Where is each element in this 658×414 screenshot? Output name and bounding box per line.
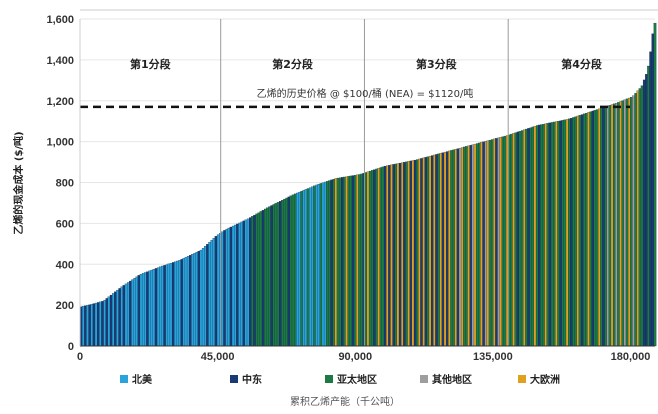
x-tick-label: 0 [77, 351, 83, 363]
y-tick-label: 400 [56, 259, 74, 271]
y-axis-title: 乙烯的现金成本 ($/吨) [12, 131, 25, 234]
reference-line-label: 乙烯的历史价格 @ $100/桶 (NEA) = $1120/吨 [257, 87, 474, 100]
y-tick-label: 1,400 [46, 55, 74, 67]
y-tick-label: 0 [68, 341, 74, 353]
y-tick-label: 200 [56, 300, 74, 312]
y-tick-label: 600 [56, 218, 74, 230]
legend: 北美 中东 亚太地区 其他地区 大欧洲 [120, 373, 560, 386]
cost-bar [653, 22, 657, 347]
legend-swatch [230, 375, 238, 383]
legend-swatch [420, 375, 428, 383]
y-tick-label: 1,000 [46, 137, 74, 149]
segment-label: 第1分段 [130, 57, 171, 71]
legend-label: 北美 [132, 373, 153, 386]
x-tick-label: 135,000 [473, 351, 513, 363]
legend-swatch [325, 375, 333, 383]
x-tick-label: 180,000 [611, 351, 651, 363]
y-tick-label: 1,200 [46, 96, 74, 108]
y-tick-label: 800 [56, 178, 74, 190]
x-tick-label: 45,000 [201, 351, 235, 363]
legend-swatch [120, 375, 128, 383]
reference-line-layer: 乙烯的历史价格 @ $100/桶 (NEA) = $1120/吨 [80, 87, 630, 109]
y-tick-label: 1,600 [46, 14, 74, 26]
segments-layer: 第1分段 第2分段 第3分段 第4分段 [130, 19, 602, 346]
segment-label: 第3分段 [416, 57, 457, 71]
x-tick-label: 90,000 [338, 351, 372, 363]
legend-label: 亚太地区 [337, 373, 377, 386]
x-axis-title: 累积乙烯产能（千公吨） [290, 395, 400, 408]
segment-label: 第2分段 [272, 57, 313, 71]
axes-layer: 0 200 400 600 800 1,000 1,200 1,400 1,600 0 45,000… [46, 14, 655, 363]
legend-label: 其他地区 [432, 373, 472, 386]
legend-swatch [518, 375, 526, 383]
segment-label: 第4分段 [561, 57, 602, 71]
legend-label: 中东 [242, 373, 262, 386]
legend-label: 大欧洲 [530, 373, 560, 386]
